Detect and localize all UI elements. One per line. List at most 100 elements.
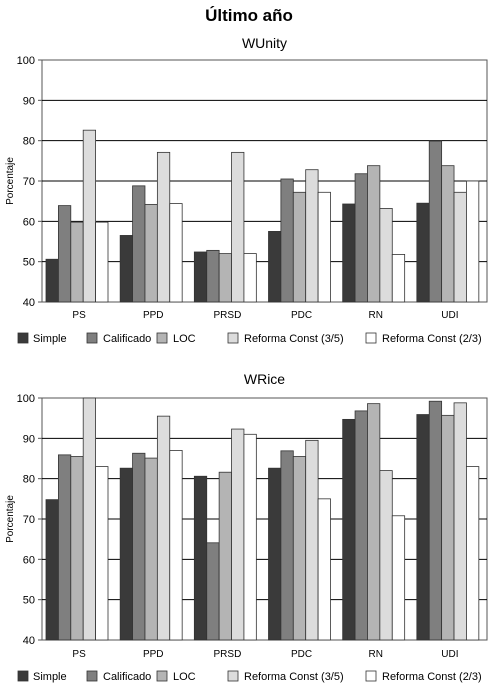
bar-ppd-series-4 <box>156 415 171 641</box>
legend-swatch <box>227 670 239 682</box>
bar-prsd-series-3 <box>218 471 232 641</box>
x-tick-label: UDI <box>441 310 458 321</box>
bar-rn-series-4 <box>379 470 393 641</box>
y-tick-label: 90 <box>23 95 35 107</box>
legend-label: Reforma Const (3/5) <box>244 671 344 683</box>
bar-pdc-series-4 <box>305 439 319 641</box>
bar-rn-series-4 <box>379 208 393 303</box>
bar-rn-series-5 <box>391 254 406 303</box>
x-tick-label: RN <box>369 649 383 660</box>
legend-label: LOC <box>173 333 196 345</box>
bar-ppd-series-1 <box>119 467 133 641</box>
legend-swatch <box>227 332 239 344</box>
bar-udi-series-2 <box>428 140 443 303</box>
bar-prsd-series-1 <box>193 251 208 303</box>
bar-pdc-series-3 <box>292 191 307 303</box>
bar-pdc-series-1 <box>268 231 282 303</box>
x-tick-label: UDI <box>441 649 458 660</box>
bar-ppd-series-3 <box>144 457 158 641</box>
bar-udi-series-1 <box>416 414 430 641</box>
legend-label: LOC <box>173 671 196 683</box>
bar-pdc-series-2 <box>280 450 294 641</box>
legend-swatch <box>156 332 168 344</box>
bar-ppd-series-5 <box>169 203 183 303</box>
legend-label: Calificado <box>103 333 151 345</box>
bar-prsd-series-2 <box>206 542 220 641</box>
bar-udi-series-5 <box>466 466 480 641</box>
bar-pdc-series-5 <box>317 191 331 303</box>
y-tick-label: 50 <box>23 595 35 607</box>
bar-pdc-series-5 <box>317 498 331 641</box>
bar-udi-series-2 <box>428 400 443 641</box>
bar-ps-series-3 <box>70 456 84 641</box>
bar-ps-series-3 <box>70 221 84 303</box>
x-tick-label: RN <box>369 310 383 321</box>
bar-ps-series-2 <box>58 205 72 303</box>
legend-label: Reforma Const (2/3) <box>382 333 482 345</box>
legend-swatch <box>17 670 29 682</box>
bar-rn-series-5 <box>391 515 406 641</box>
bar-rn-series-3 <box>367 165 381 303</box>
bar-ppd-series-4 <box>156 151 171 303</box>
legend-label: Simple <box>33 333 67 345</box>
bar-pdc-series-2 <box>280 178 294 303</box>
legend-swatch <box>365 332 377 344</box>
y-tick-label: 90 <box>23 433 35 445</box>
legend-swatch <box>156 670 168 682</box>
bar-rn-series-2 <box>354 173 368 303</box>
bar-pdc-series-4 <box>305 169 319 303</box>
legend-swatch <box>86 332 98 344</box>
y-tick-label: 40 <box>23 635 35 647</box>
y-tick-label: 80 <box>23 136 35 148</box>
x-tick-label: PRSD <box>214 310 242 321</box>
x-tick-label: PDC <box>291 649 312 660</box>
bar-prsd-series-3 <box>218 253 232 303</box>
chart-title: WUnity <box>242 35 287 51</box>
bar-rn-series-3 <box>367 403 381 641</box>
y-tick-label: 60 <box>23 554 35 566</box>
x-tick-label: PS <box>72 310 86 321</box>
bar-udi-series-4 <box>453 402 467 641</box>
legend-swatch <box>86 670 98 682</box>
bar-ppd-series-2 <box>132 452 146 641</box>
y-tick-label: 60 <box>23 216 35 228</box>
legend-swatch <box>17 332 29 344</box>
bar-pdc-series-3 <box>292 456 307 641</box>
bar-prsd-series-1 <box>193 475 208 641</box>
bar-prsd-series-5 <box>243 433 257 641</box>
bar-prsd-series-4 <box>231 428 245 641</box>
legend-swatch <box>365 670 377 682</box>
bar-udi-series-4 <box>453 191 467 303</box>
bar-ppd-series-5 <box>169 450 183 641</box>
bar-ps-series-4 <box>82 129 96 303</box>
bar-udi-series-5 <box>466 180 480 303</box>
y-tick-label: 70 <box>23 514 35 526</box>
y-tick-label: 100 <box>17 393 35 405</box>
bar-prsd-series-5 <box>243 253 257 303</box>
y-tick-label: 80 <box>23 474 35 486</box>
bar-ps-series-2 <box>58 454 72 641</box>
bar-udi-series-3 <box>441 414 455 641</box>
x-tick-label: PPD <box>143 649 164 660</box>
x-tick-label: PDC <box>291 310 312 321</box>
y-tick-label: 40 <box>23 297 35 309</box>
bar-ppd-series-1 <box>119 235 133 303</box>
legend-label: Reforma Const (3/5) <box>244 333 344 345</box>
page-title: Último año <box>205 6 293 25</box>
bar-prsd-series-2 <box>206 249 220 303</box>
bar-ppd-series-2 <box>132 185 146 303</box>
bar-ps-series-1 <box>45 258 59 303</box>
bar-udi-series-3 <box>441 165 455 303</box>
chart-1: WUnity 40 50 60 70 80 90 100 Porcentaje PS PPD PRSD… <box>5 35 488 345</box>
y-tick-label: 100 <box>17 55 35 67</box>
chart-title: WRice <box>244 371 285 387</box>
x-tick-label: PPD <box>143 310 164 321</box>
bar-ps-series-5 <box>95 221 109 303</box>
bar-rn-series-1 <box>342 203 356 303</box>
y-tick-label: 70 <box>23 176 35 188</box>
bar-ps-series-4 <box>82 397 96 641</box>
bar-ppd-series-3 <box>144 203 158 303</box>
x-tick-label: PRSD <box>214 649 242 660</box>
bar-ps-series-5 <box>95 466 109 641</box>
